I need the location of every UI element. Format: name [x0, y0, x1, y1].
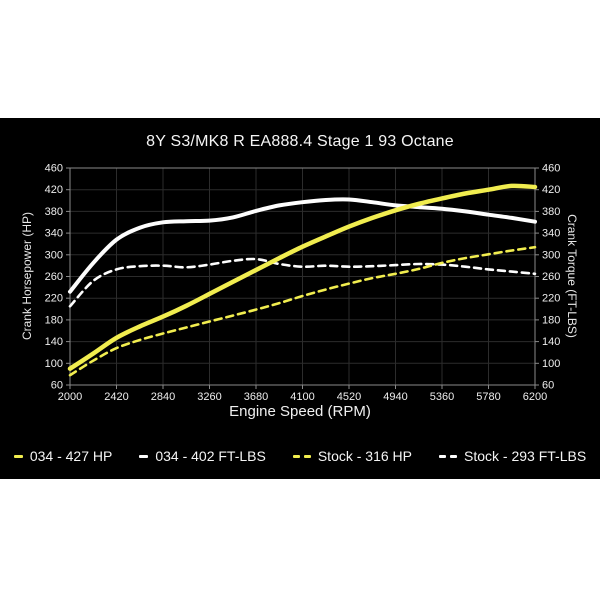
y-tick-label-right: 220 — [542, 293, 560, 305]
y-tick-label-right: 180 — [542, 314, 560, 326]
y-tick-label-left: 460 — [45, 163, 63, 175]
y-tick-label-right: 100 — [542, 358, 560, 370]
legend-item-stock-torque: Stock - 293 FT-LBS — [439, 448, 586, 464]
legend-swatch-034-torque — [139, 454, 149, 458]
legend-swatch-stock-torque — [439, 454, 457, 458]
legend-label-stock-torque: Stock - 293 FT-LBS — [464, 448, 587, 464]
x-tick-label: 4100 — [290, 391, 314, 403]
x-tick-label: 2000 — [58, 391, 82, 403]
dyno-chart-svg: 2000 2420 2840 3260 3680 4100 4520 4940 5360 5780… — [45, 163, 561, 404]
x-axis-label: Engine Speed (RPM) — [229, 403, 371, 420]
x-tick-label: 4940 — [383, 391, 407, 403]
y-tick-label-right: 420 — [542, 184, 560, 196]
x-tick-label: 5780 — [476, 391, 500, 403]
y-tick-label-right: 60 — [542, 380, 554, 392]
x-tick-label: 3680 — [244, 391, 268, 403]
y-tick-label-right: 380 — [542, 206, 560, 218]
y-axis-label-left: Crank Horsepower (HP) — [20, 211, 34, 341]
x-tick-label: 2840 — [151, 391, 175, 403]
series-path-stock-hp — [68, 245, 537, 377]
x-tick-label: 3260 — [197, 391, 221, 403]
x-tick-label: 5360 — [430, 391, 454, 403]
chart-title: 8Y S3/MK8 R EA888.4 Stage 1 93 Octane — [146, 133, 454, 150]
y-tick-label-right: 260 — [542, 271, 560, 283]
y-tick-label-right: 340 — [542, 228, 560, 240]
legend-item-034-hp: 034 - 427 HP — [13, 448, 113, 464]
y-tick-label-left: 380 — [45, 206, 63, 218]
y-tick-label-left: 180 — [45, 314, 63, 326]
y-tick-label-left: 260 — [45, 271, 63, 283]
x-tick-label: 6200 — [523, 391, 547, 403]
legend-item-stock-hp: Stock - 316 HP — [292, 448, 412, 464]
y-tick-label-left: 300 — [45, 249, 63, 261]
series-path-034-torque — [68, 197, 537, 294]
legend-label-034-torque: 034 - 402 FT-LBS — [155, 448, 266, 464]
y-tick-label-left: 100 — [45, 358, 63, 370]
series-path-stock-torque — [68, 257, 537, 308]
y-tick-label-left: 60 — [51, 380, 63, 392]
y-tick-label-left: 220 — [45, 293, 63, 305]
y-tick-label-right: 140 — [542, 336, 560, 348]
x-tick-label: 2420 — [104, 391, 128, 403]
y-tick-label-left: 340 — [45, 228, 63, 240]
y-tick-label-right: 460 — [542, 163, 560, 175]
legend-swatch-stock-hp — [292, 454, 311, 458]
chart-legend: 034 - 427 HP 034 - 402 FT-LBS Stock - 31… — [0, 446, 600, 466]
y-tick-label-left: 420 — [45, 184, 63, 196]
legend-swatch-034-hp — [13, 454, 23, 458]
legend-label-034-hp: 034 - 427 HP — [29, 448, 113, 464]
y-tick-label-left: 140 — [45, 336, 63, 348]
series-path-034-hp — [67, 183, 538, 371]
legend-item-034-torque: 034 - 402 FT-LBS — [139, 448, 266, 464]
legend-label-stock-hp: Stock - 316 HP — [317, 448, 412, 464]
y-tick-label-right: 300 — [542, 249, 560, 261]
y-axis-label-right: Crank Torque (FT-LBS) — [565, 214, 579, 338]
x-tick-label: 4520 — [337, 391, 361, 403]
